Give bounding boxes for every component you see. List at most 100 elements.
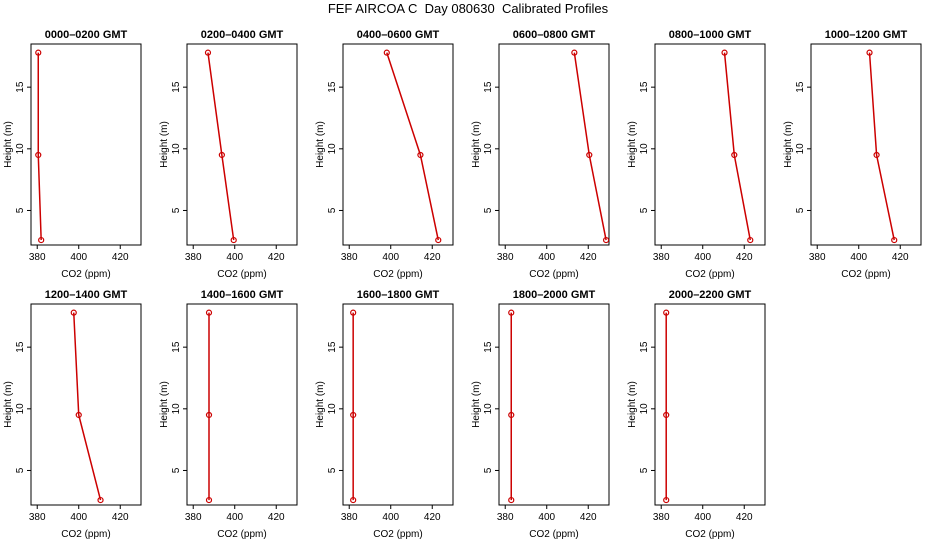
page-title: FEF AIRCOA C Day 080630 Calibrated Profi…: [328, 1, 609, 16]
x-axis-label: CO2 (ppm): [685, 269, 734, 280]
data-point: [586, 151, 593, 159]
y-tick-label: 5: [639, 467, 650, 473]
profile-line: [386, 52, 439, 241]
x-tick-label: 400: [382, 252, 399, 263]
y-tick-label: 5: [483, 467, 494, 473]
panel-title: 1800–2000 GMT: [513, 289, 596, 301]
data-point: [873, 151, 880, 159]
x-tick-label: 420: [268, 252, 285, 263]
data-point: [350, 496, 357, 504]
panel-title: 1200–1400 GMT: [45, 289, 128, 301]
data-point: [417, 151, 424, 159]
data-point: [435, 236, 442, 244]
data-point: [866, 49, 873, 56]
y-tick-label: 5: [327, 467, 338, 473]
x-tick-label: 420: [112, 512, 129, 523]
plot-frame: [186, 303, 298, 506]
data-point: [38, 236, 45, 244]
panel-title: 0400–0600 GMT: [357, 29, 440, 41]
panel-title: 2000–2200 GMT: [669, 289, 752, 301]
y-axis-label: Height (m): [783, 121, 794, 168]
x-tick-label: 400: [850, 252, 867, 263]
y-tick-label: 15: [483, 81, 494, 93]
data-point: [721, 49, 728, 56]
y-axis-label: Height (m): [315, 121, 326, 168]
x-tick-label: 420: [268, 512, 285, 523]
profile-line: [723, 52, 752, 241]
y-tick-label: 15: [639, 341, 650, 353]
x-tick-label: 380: [653, 512, 670, 523]
y-tick-label: 10: [795, 143, 806, 155]
y-tick-label: 10: [327, 143, 338, 155]
x-tick-label: 400: [382, 512, 399, 523]
x-tick-label: 420: [424, 512, 441, 523]
x-axis-label: CO2 (ppm): [217, 269, 266, 280]
x-tick-label: 420: [892, 252, 909, 263]
x-tick-label: 420: [580, 512, 597, 523]
data-point: [35, 49, 42, 56]
data-point: [230, 236, 237, 244]
y-tick-label: 5: [171, 467, 182, 473]
x-tick-label: 420: [424, 252, 441, 263]
data-point: [70, 309, 77, 316]
data-point: [731, 151, 738, 159]
y-axis-label: Height (m): [159, 121, 170, 168]
y-axis-label: Height (m): [159, 381, 170, 428]
y-tick-label: 5: [795, 207, 806, 213]
x-tick-label: 380: [341, 512, 358, 523]
y-tick-label: 15: [327, 341, 338, 353]
y-axis-label: Height (m): [3, 121, 14, 168]
y-tick-label: 10: [483, 143, 494, 155]
y-tick-label: 15: [327, 81, 338, 93]
data-point: [663, 496, 670, 504]
y-tick-label: 10: [483, 403, 494, 415]
panel-title: 0000–0200 GMT: [45, 29, 128, 41]
plot-frame: [654, 43, 766, 246]
data-point: [218, 151, 225, 159]
x-tick-label: 380: [341, 252, 358, 263]
profile-line: [868, 52, 895, 241]
plot-frame: [498, 303, 610, 506]
y-axis-label: Height (m): [3, 381, 14, 428]
x-tick-label: 380: [185, 252, 202, 263]
x-axis-label: CO2 (ppm): [373, 269, 422, 280]
panel-title: 0800–1000 GMT: [669, 29, 752, 41]
data-point: [571, 49, 578, 56]
y-tick-label: 15: [795, 81, 806, 93]
panel-title: 0200–0400 GMT: [201, 29, 284, 41]
y-tick-label: 15: [15, 81, 26, 93]
y-tick-label: 10: [171, 403, 182, 415]
y-tick-label: 15: [639, 81, 650, 93]
y-tick-label: 15: [15, 341, 26, 353]
y-tick-label: 5: [639, 207, 650, 213]
y-tick-label: 15: [171, 81, 182, 93]
x-axis-label: CO2 (ppm): [217, 529, 266, 540]
plot-frame: [30, 303, 142, 506]
panel-title: 1600–1800 GMT: [357, 289, 440, 301]
x-tick-label: 380: [29, 252, 46, 263]
x-tick-label: 420: [736, 252, 753, 263]
data-point: [205, 496, 213, 504]
x-tick-label: 380: [809, 252, 826, 263]
data-point: [97, 496, 104, 504]
x-axis-label: CO2 (ppm): [841, 269, 890, 280]
x-axis-label: CO2 (ppm): [529, 269, 578, 280]
x-tick-label: 400: [538, 512, 555, 523]
y-axis-label: Height (m): [315, 381, 326, 428]
x-tick-label: 420: [580, 252, 597, 263]
x-tick-label: 380: [185, 512, 202, 523]
y-tick-label: 5: [15, 467, 26, 473]
data-point: [205, 411, 213, 419]
y-tick-label: 5: [483, 207, 494, 213]
data-point: [75, 411, 82, 419]
profile-line: [207, 52, 235, 241]
plot-frame: [810, 43, 922, 246]
data-point: [602, 236, 610, 244]
x-axis-label: CO2 (ppm): [685, 529, 734, 540]
plot-frame: [654, 303, 766, 506]
y-axis-label: Height (m): [471, 381, 482, 428]
y-axis-label: Height (m): [627, 381, 638, 428]
x-tick-label: 400: [694, 252, 711, 263]
